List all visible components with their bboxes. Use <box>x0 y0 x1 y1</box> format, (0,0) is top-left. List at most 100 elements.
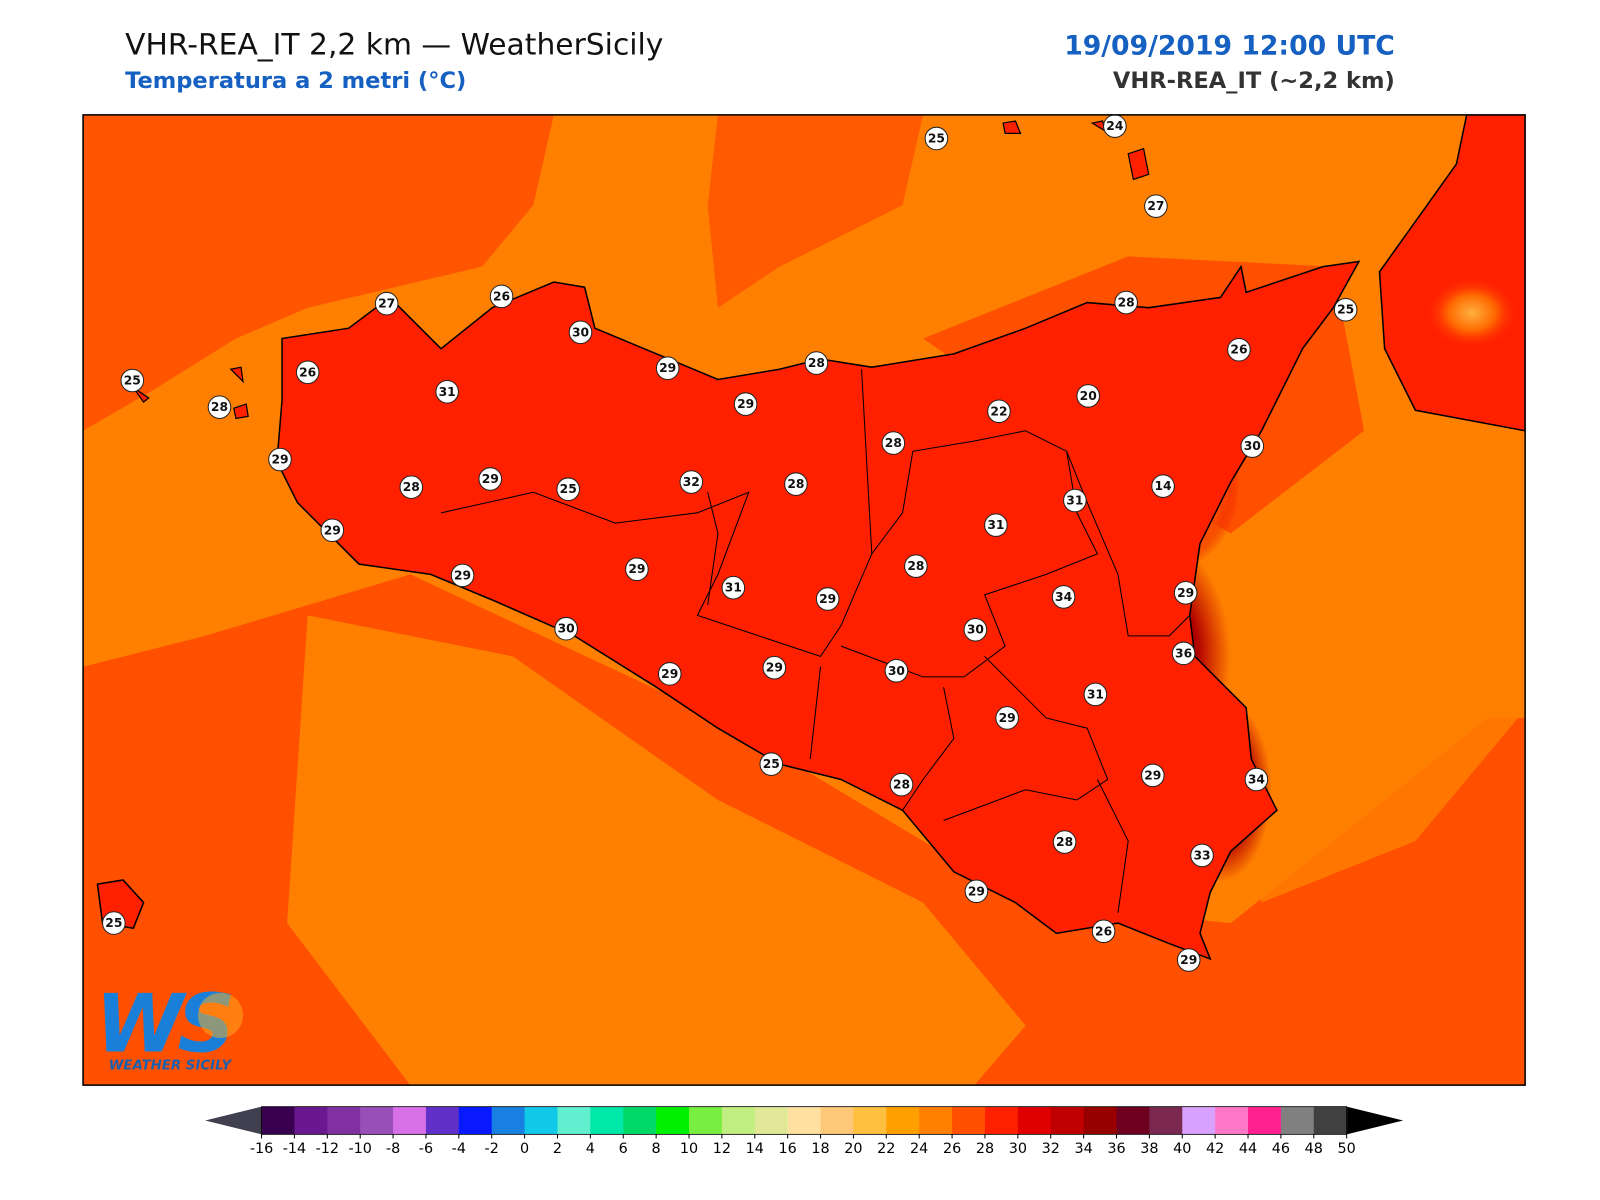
station-value: 27 <box>1147 199 1164 213</box>
station: 14 <box>1151 474 1175 498</box>
station-marker <box>733 392 758 416</box>
station: 28 <box>1052 830 1077 854</box>
colorbar-segment <box>360 1106 394 1135</box>
station-value: 31 <box>1066 494 1083 508</box>
station-marker <box>1051 585 1076 609</box>
station-marker <box>1091 919 1116 944</box>
station-marker <box>478 467 503 491</box>
station-value: 25 <box>560 482 577 496</box>
station-value: 28 <box>1056 835 1073 849</box>
station-marker <box>320 518 345 543</box>
colorbar-segment <box>886 1106 920 1135</box>
station-marker <box>784 472 808 496</box>
colorbar-segment <box>1248 1106 1282 1135</box>
colorbar-label: -12 <box>316 1141 339 1157</box>
station-value: 30 <box>572 325 589 339</box>
colorbar-frame <box>261 1106 1348 1135</box>
station: 30 <box>1240 434 1265 458</box>
colorbar-label: 50 <box>1338 1141 1356 1157</box>
colorbar-label: 28 <box>976 1141 994 1157</box>
station-value: 28 <box>907 559 924 573</box>
colorbar-segment <box>327 1106 361 1135</box>
station: 27 <box>374 291 399 316</box>
station-value: 31 <box>1087 687 1104 701</box>
colorbar-label: 6 <box>619 1141 628 1157</box>
colorbar-label: 36 <box>1107 1141 1125 1157</box>
subtitle: Temperatura a 2 metri (°C) <box>125 68 466 94</box>
station-value: 20 <box>1080 389 1097 403</box>
station-value: 30 <box>1244 439 1261 453</box>
station-marker <box>1052 830 1077 854</box>
station-value: 29 <box>324 523 341 537</box>
station: 31 <box>1063 488 1087 513</box>
colorbar-label: 48 <box>1305 1141 1323 1157</box>
station-value: 30 <box>558 622 575 636</box>
station: 28 <box>904 554 928 578</box>
station-marker <box>568 320 593 345</box>
station-marker <box>1144 194 1168 218</box>
station-value: 36 <box>1175 646 1192 660</box>
station-value: 31 <box>439 385 456 399</box>
station: 29 <box>1173 581 1198 605</box>
colorbar-segment <box>853 1106 887 1135</box>
station-value: 28 <box>893 778 910 792</box>
colorbar-label: 40 <box>1173 1141 1191 1157</box>
station-value: 28 <box>885 436 902 450</box>
station-value: 28 <box>403 480 420 494</box>
colorbar-label: -16 <box>250 1141 273 1157</box>
station-value: 26 <box>1095 924 1112 938</box>
colorbar-over <box>1346 1106 1404 1135</box>
date: 19/09/2019 12:00 UTC <box>1064 30 1395 61</box>
colorbar-segment <box>1280 1106 1315 1135</box>
colorbar-under <box>205 1106 262 1135</box>
station-value: 29 <box>819 592 836 606</box>
colorbar-label: -8 <box>386 1141 400 1157</box>
colorbar-label: 4 <box>586 1141 595 1157</box>
station-marker <box>1114 290 1138 315</box>
colorbar-label: 46 <box>1272 1141 1290 1157</box>
title: VHR-REA_IT 2,2 km — WeatherSicily <box>125 27 663 62</box>
colorbar-label: 38 <box>1140 1141 1158 1157</box>
station-value: 28 <box>1118 296 1135 310</box>
station-marker <box>1173 581 1198 605</box>
colorbar-label: 44 <box>1239 1141 1257 1157</box>
station: 22 <box>987 399 1011 424</box>
station: 30 <box>568 320 593 345</box>
station-value: 29 <box>1180 953 1197 967</box>
logo: WS WEATHER SICILY <box>95 977 244 1074</box>
station: 26 <box>1091 919 1116 944</box>
station: 25 <box>120 368 145 393</box>
station-marker <box>399 475 424 499</box>
colorbar-label: -2 <box>485 1141 499 1157</box>
station-value: 28 <box>808 356 825 370</box>
station-marker <box>721 575 746 600</box>
colorbar-segment <box>1050 1106 1085 1135</box>
station-value: 26 <box>493 289 510 303</box>
colorbar-label: 10 <box>680 1141 698 1157</box>
station: 34 <box>1244 767 1269 792</box>
station-value: 25 <box>1337 303 1354 317</box>
station-value: 30 <box>888 664 905 678</box>
colorbar-label: 26 <box>943 1141 961 1157</box>
station-marker <box>450 563 475 588</box>
colorbar-segment <box>952 1106 986 1135</box>
station-marker <box>679 470 704 494</box>
station-value: 28 <box>211 400 228 414</box>
station-value: 29 <box>628 562 645 576</box>
logo-name: WEATHER SICILY <box>109 1059 233 1074</box>
station: 29 <box>762 655 787 680</box>
station-marker <box>1176 948 1201 972</box>
station: 29 <box>268 447 292 472</box>
station: 33 <box>1190 843 1214 868</box>
station-marker <box>268 447 292 472</box>
station: 25 <box>759 752 784 776</box>
station-marker <box>1083 682 1108 707</box>
colorbar-segment <box>590 1106 624 1135</box>
station-marker <box>295 360 320 385</box>
station-value: 32 <box>683 475 700 489</box>
station-marker <box>759 752 784 776</box>
station: 31 <box>1083 682 1108 707</box>
station: 29 <box>815 587 840 611</box>
station: 29 <box>1176 948 1201 972</box>
station-marker <box>1063 488 1087 513</box>
